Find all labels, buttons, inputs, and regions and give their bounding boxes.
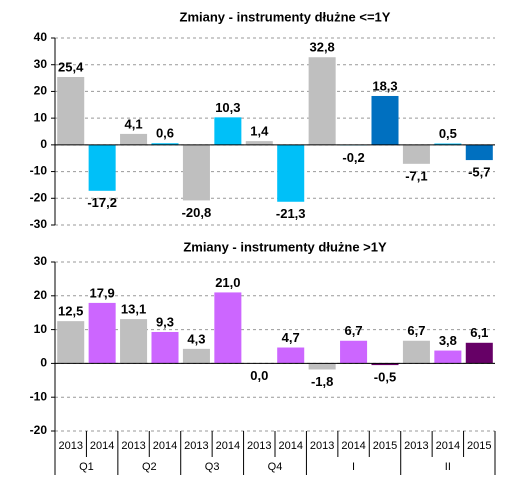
value-label: -21,3 (276, 206, 306, 221)
bar (465, 144, 493, 161)
value-label: 3,8 (439, 333, 457, 348)
y-tick-label: 10 (34, 322, 48, 336)
bar (182, 144, 210, 201)
bar (88, 144, 116, 191)
bar (57, 321, 85, 364)
bar (434, 143, 462, 145)
bar (88, 302, 116, 364)
x-tick-label: 2013 (310, 440, 334, 452)
value-label: -7,1 (405, 168, 427, 183)
bar (214, 117, 242, 145)
bar (371, 95, 399, 145)
bar (277, 144, 305, 202)
value-label: 0,6 (156, 126, 174, 141)
x-tick-label: 2014 (90, 440, 114, 452)
x-tick-label: 2013 (58, 440, 82, 452)
x-tick-label: 2013 (247, 440, 271, 452)
value-label: 18,3 (372, 78, 397, 93)
bar (371, 363, 399, 366)
bar (308, 57, 336, 145)
bar (434, 350, 462, 364)
x-tick-label: 2014 (278, 440, 302, 452)
value-label: -0,5 (374, 370, 396, 385)
x-tick-label: 2013 (404, 440, 428, 452)
y-tick-label: 20 (34, 84, 48, 98)
x-tick-label: 2014 (436, 440, 460, 452)
y-tick-label: 30 (34, 254, 48, 268)
bar (402, 144, 430, 164)
bar (182, 348, 210, 364)
value-label: 4,1 (125, 116, 143, 131)
bar (120, 133, 148, 145)
bar (402, 340, 430, 364)
x-tick-label: 2014 (216, 440, 240, 452)
chart-title: Zmiany - instrumenty dłużne <=1Y (180, 9, 391, 24)
value-label: 21,0 (215, 275, 240, 290)
y-tick-label: 0 (40, 356, 47, 370)
y-tick-label: 10 (34, 110, 48, 124)
x-tick-label: 2014 (341, 440, 365, 452)
bar (277, 347, 305, 364)
y-tick-label: -20 (30, 423, 48, 437)
x-group-label: I (352, 461, 355, 473)
x-group-label: Q2 (142, 461, 157, 473)
value-label: 6,1 (470, 325, 488, 340)
y-tick-label: 0 (40, 137, 47, 151)
value-label: -0,2 (342, 150, 364, 165)
chart-title: Zmiany - instrumenty dłużne >1Y (183, 239, 387, 254)
value-label: 4,7 (282, 330, 300, 345)
y-tick-label: -30 (30, 217, 48, 231)
x-tick-label: 2014 (153, 440, 177, 452)
x-tick-label: 2013 (121, 440, 145, 452)
x-tick-label: 2013 (184, 440, 208, 452)
value-label: 6,7 (345, 323, 363, 338)
bar (465, 342, 493, 364)
x-tick-label: 2015 (467, 440, 491, 452)
bar (151, 143, 179, 145)
bar (245, 141, 273, 145)
y-tick-label: 30 (34, 57, 48, 71)
bar (120, 319, 148, 364)
value-label: -5,7 (468, 165, 490, 180)
y-tick-label: -10 (30, 164, 48, 178)
value-label: 13,1 (121, 302, 146, 317)
x-group-label: II (445, 461, 451, 473)
y-tick-label: 20 (34, 288, 48, 302)
y-tick-label: -10 (30, 389, 48, 403)
value-label: 9,3 (156, 314, 174, 329)
bar (214, 292, 242, 364)
value-label: 6,7 (407, 323, 425, 338)
value-label: 25,4 (58, 59, 84, 74)
value-label: 32,8 (309, 40, 334, 55)
bar (57, 77, 85, 145)
bar (308, 363, 336, 370)
value-label: 12,5 (58, 304, 83, 319)
bar (151, 331, 179, 364)
bar (340, 340, 368, 364)
value-label: -1,8 (311, 374, 333, 389)
value-label: 4,3 (187, 331, 205, 346)
value-label: 0,0 (250, 368, 268, 383)
y-tick-label: -20 (30, 190, 48, 204)
value-label: 17,9 (89, 285, 114, 300)
value-label: 1,4 (250, 124, 269, 139)
x-group-label: Q1 (79, 461, 94, 473)
value-label: 10,3 (215, 100, 240, 115)
y-tick-label: 40 (34, 30, 48, 44)
value-label: -17,2 (87, 195, 117, 210)
value-label: 0,5 (439, 126, 457, 141)
value-label: -20,8 (182, 205, 212, 220)
x-group-label: Q4 (268, 461, 283, 473)
x-tick-label: 2015 (373, 440, 397, 452)
x-group-label: Q3 (205, 461, 220, 473)
